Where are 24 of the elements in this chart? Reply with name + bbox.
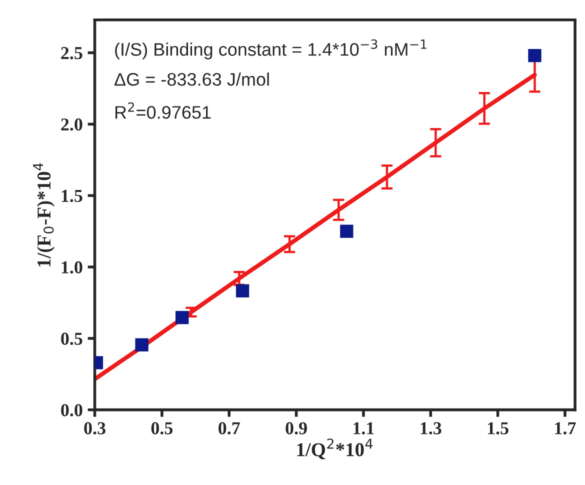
x-tick-label: 0.5 [151, 422, 173, 434]
point [528, 49, 542, 62]
y-tick-label: 0.0 [61, 404, 82, 416]
x-tick-label: 0.9 [286, 422, 307, 434]
y-tick-label: 2.0 [61, 118, 82, 131]
y-tick-label: 1.0 [62, 261, 82, 274]
x-axis-title: 1/Q$^{2}$*10$^{4}$ [297, 438, 373, 460]
annotation: (I/S) Binding constant = 1.4*10$^{−3}$ nM$^{−1}$ [115, 39, 426, 60]
x-tick-label: 0.3 [84, 422, 106, 434]
y-axis-title: 1/(F$_{0}$-F)*10$^{4}$ [33, 163, 55, 266]
point [236, 284, 250, 298]
point [176, 310, 189, 324]
x-tick-label: 1.3 [420, 422, 442, 434]
y-tick-label: 2.5 [61, 47, 82, 60]
annotation: R$^{2}$=0.97651 [115, 102, 211, 119]
annotation: ΔG = -833.63 J/mol [114, 72, 269, 86]
point [135, 338, 148, 352]
x-tick-label: 1.1 [354, 422, 374, 434]
point [340, 224, 354, 238]
x-tick-label: 1.5 [488, 422, 508, 434]
y-tick-label: 0.5 [61, 332, 82, 345]
x-tick-label: 0.7 [218, 422, 240, 434]
x-tick-label: 1.7 [555, 422, 576, 434]
y-tick-label: 1.5 [62, 190, 82, 202]
